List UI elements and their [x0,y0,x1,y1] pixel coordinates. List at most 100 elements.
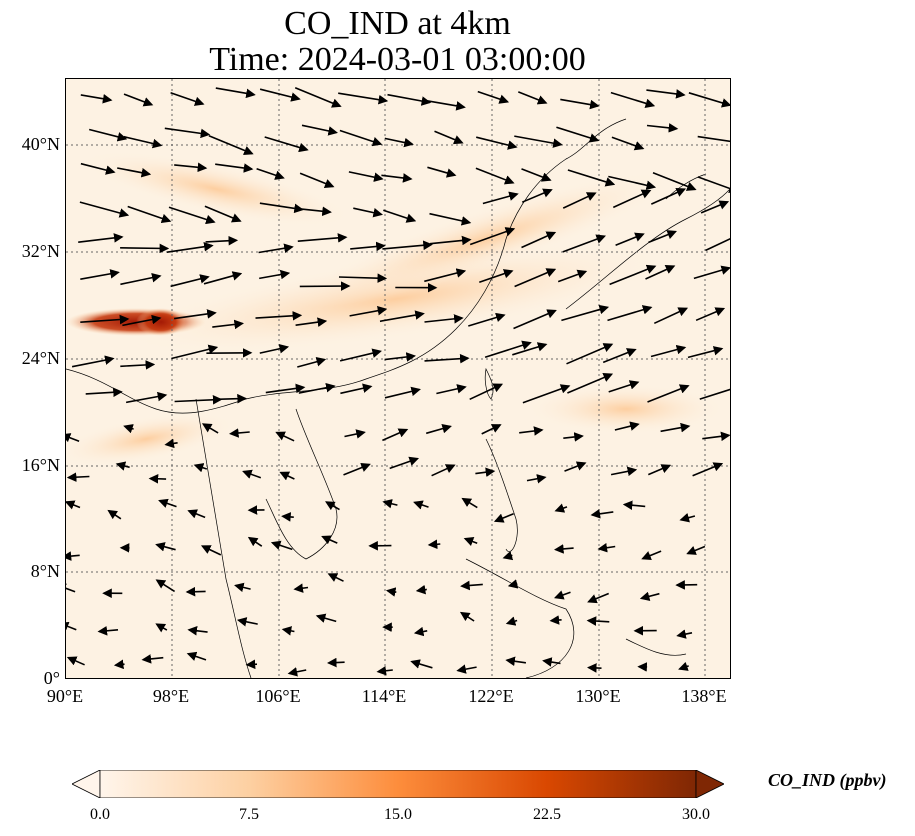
wind-arrow [315,613,337,623]
wind-arrow [203,271,243,285]
wind-arrow [650,344,687,358]
wind-arrow [519,426,544,436]
wind-arrow [652,172,697,191]
wind-arrow [413,626,428,637]
lon-tick-98: 98°E [152,686,190,706]
wind-arrow [692,462,724,477]
wind-arrow [255,311,303,321]
wind-arrow [561,304,610,322]
wind-arrow [170,92,205,106]
wind-arrow [611,136,645,151]
wind-arrow [123,135,163,149]
wind-arrow [567,372,614,394]
wind-arrow [66,583,76,593]
lon-tick-130: 130°E [575,686,621,706]
wind-arrow [608,175,657,190]
wind-arrow [215,87,256,99]
wind-arrow [216,393,247,404]
wind-arrow [513,309,557,330]
wind-arrow [564,461,587,472]
wind-arrow [647,464,672,476]
wind-arrow [66,433,80,443]
wind-arrow [688,92,730,108]
colorbar-tick-0: 0.0 [90,806,110,823]
colorbar [72,770,724,798]
wind-arrow [562,192,597,209]
wind-arrow [389,456,420,470]
wind-arrow [514,268,557,288]
wind-arrow [259,202,304,214]
wind-arrow [80,314,130,325]
wind-arrow [97,626,119,636]
wind-arrow [120,360,156,370]
wind-arrow [89,128,128,142]
lat-tick-24: 24°N [21,348,60,368]
wind-arrow [107,509,122,520]
wind-arrow [259,344,290,354]
wind-arrow [597,542,616,553]
wind-arrow [78,233,124,243]
wind-arrow [610,466,638,477]
wind-arrow [481,424,502,435]
wind-arrow [155,542,176,552]
wind-arrow [653,307,689,325]
wind-arrow [586,616,610,626]
colorbar-min-extend [72,770,101,798]
wind-arrow [245,659,258,670]
wind-arrow [686,545,706,555]
wind-arrow [293,583,309,593]
wind-arrow [436,384,467,395]
wind-arrow [321,535,338,545]
colorbar-gradient [99,770,697,798]
wind-arrow [602,348,637,364]
wind-arrow [339,129,383,147]
wind-arrow [80,269,120,280]
wind-arrow [270,540,293,551]
wind-arrow [158,498,177,508]
wind-arrow [512,342,548,356]
wind-arrow [614,421,640,431]
wind-arrow [186,651,207,661]
wind-arrow [469,383,504,401]
lat-tick-16: 16°N [21,455,60,475]
wind-arrow [259,269,291,280]
wind-arrow [460,580,483,591]
wind-arrow [521,231,557,249]
wind-arrow [338,92,389,105]
wind-arrow [562,234,606,253]
wind-arrow [424,314,464,324]
wind-arrow [113,659,125,670]
wind-arrow [413,500,429,510]
wind-arrow [502,550,514,561]
lon-tick-122: 122°E [468,686,514,706]
lat-tick-8: 8°N [30,561,60,581]
wind-arrow [476,136,518,150]
lon-tick-114: 114°E [361,686,407,706]
wind-arrow [168,206,216,225]
wind-arrow [384,386,421,399]
wind-arrow [301,124,338,136]
wind-arrow [155,579,176,593]
wind-arrow [700,200,730,214]
wind-arrow [475,467,496,477]
wind-arrow [518,91,548,105]
wind-arrow [327,657,345,668]
wind-arrow [493,513,514,523]
colorbar-tick-30: 30.0 [682,806,710,823]
wind-arrow [85,387,123,398]
wind-arrow [475,167,515,185]
wind-arrow [425,423,452,435]
wind-arrow [187,509,206,519]
lon-tick-90: 90°E [46,686,84,706]
wind-arrow [507,579,519,589]
wind-arrow [212,319,244,330]
wind-arrow [201,423,219,434]
wind-arrow [340,383,373,395]
wind-arrow [608,380,640,393]
wind-arrow [641,550,662,561]
wind-arrow [382,428,409,442]
wind-arrow [338,273,388,283]
wind-arrow [353,207,383,218]
wind-arrow [384,352,416,362]
wind-arrow [427,166,457,178]
